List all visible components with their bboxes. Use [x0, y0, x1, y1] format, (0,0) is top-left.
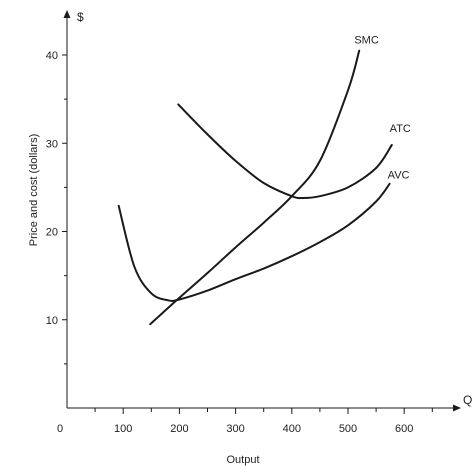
axes [63, 10, 461, 412]
atc-label: ATC [390, 123, 411, 135]
x-tick-label: 400 [283, 423, 301, 435]
atc-curve [177, 103, 393, 200]
y-axis-symbol: $ [77, 10, 84, 24]
y-axis-arrowhead [63, 10, 71, 18]
smc-label: SMC [354, 35, 379, 47]
labels: Price and cost (dollars) Output $ Q SMC A… [28, 10, 472, 466]
axis-ticks: 0 100 200 300 400 500 600 10 20 30 40 [46, 50, 433, 435]
curves [117, 49, 393, 326]
x-tick-label: 600 [395, 423, 413, 435]
y-tick-label: 10 [46, 315, 58, 327]
y-tick-label: 40 [46, 50, 58, 62]
x-tick-label: 0 [57, 423, 63, 435]
x-axis-title: Output [226, 454, 259, 466]
x-tick-label: 300 [226, 423, 244, 435]
y-tick-label: 30 [46, 138, 58, 150]
x-tick-label: 500 [339, 423, 357, 435]
smc-curve [149, 49, 361, 326]
avc-label: AVC [388, 170, 410, 182]
x-tick-label: 100 [114, 423, 132, 435]
x-axis-symbol: Q [463, 393, 472, 407]
y-tick-label: 20 [46, 227, 58, 239]
y-axis-title: Price and cost (dollars) [28, 134, 40, 247]
x-axis-arrowhead [453, 404, 461, 412]
x-tick-label: 200 [170, 423, 188, 435]
avc-curve [117, 182, 391, 302]
